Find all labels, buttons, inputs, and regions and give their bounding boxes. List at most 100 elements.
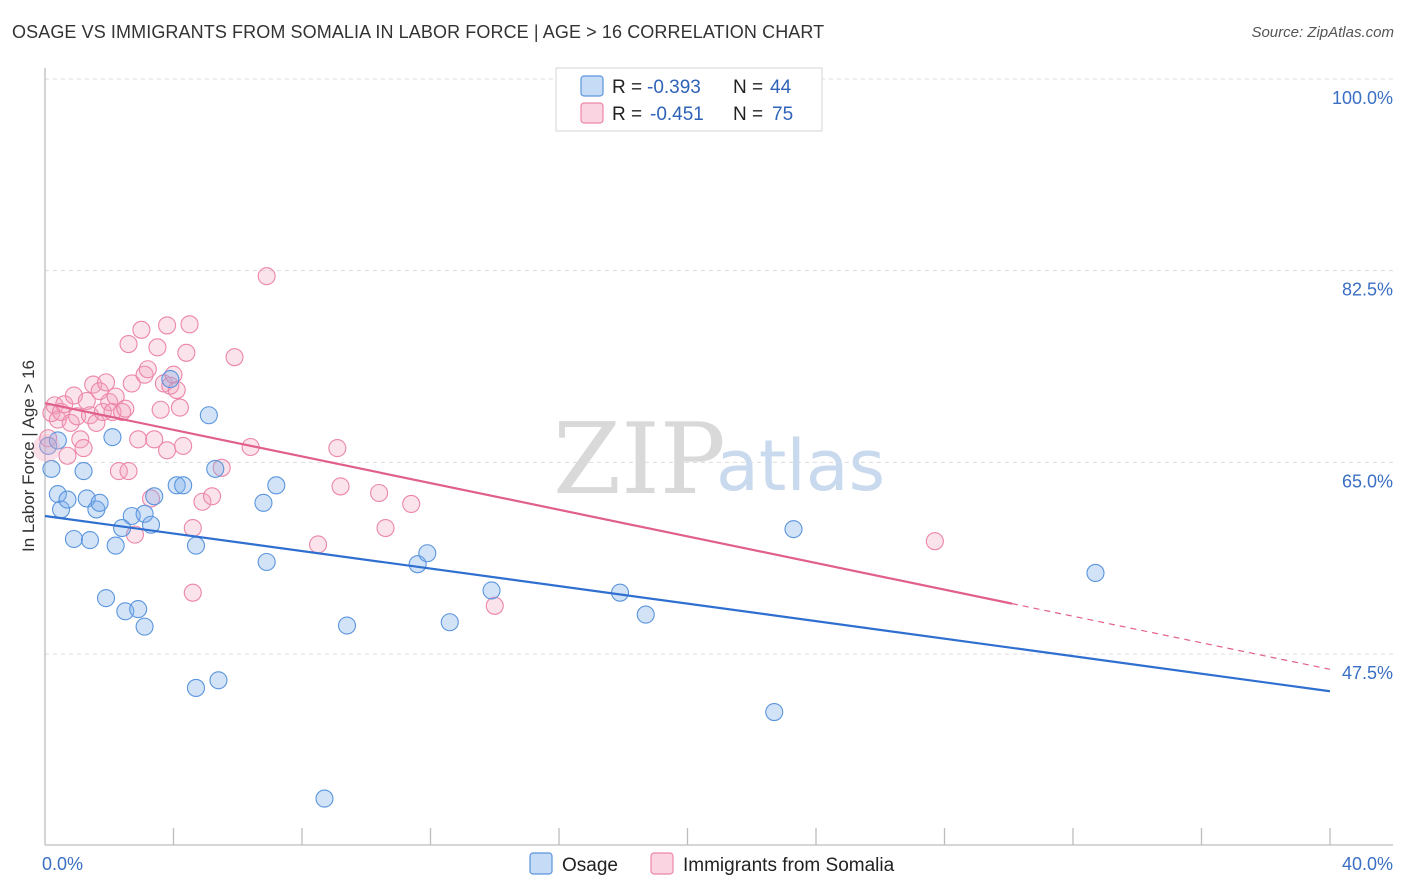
somalia-point-42 [167,380,186,400]
osage-point-20 [135,617,154,636]
osage-point-26 [186,536,206,555]
osage-point-38 [440,613,459,632]
somalia-point-25 [119,462,138,481]
osage-point-6 [64,529,83,549]
somalia-point-51 [212,458,231,477]
osage-point-35 [337,616,357,635]
somalia-point-57 [331,477,350,496]
trend-lines [44,402,1331,693]
somalia-point-6 [58,446,77,465]
osage-point-3 [48,485,67,504]
watermark-atlas: atlas [716,425,885,507]
somalia-point-62 [925,532,944,551]
somalia-point-30 [132,320,151,339]
osage-point-44 [1086,563,1105,583]
bottom-legend-swatch-somalia [650,852,674,875]
osage-trend-line [44,514,1331,693]
somalia-point-36 [151,400,170,419]
osage-point-13 [103,428,122,447]
somalia-point-11 [74,439,93,458]
osage-point-23 [161,370,180,389]
somalia-point-34 [145,430,164,449]
series-legend: Osage Immigrants from Somalia [529,852,895,876]
somalia-point-58 [370,483,389,503]
somalia-point-55 [309,535,328,554]
osage-point-9 [80,531,100,550]
y-tick-label-1: 82.5% [1342,280,1393,300]
y-axis-title: In Labor Force | Age > 16 [19,360,38,552]
data-points [32,267,1105,808]
osage-point-1 [42,459,61,478]
axes [44,68,1393,846]
somalia-trend-extension [1011,603,1331,670]
osage-point-28 [199,406,218,425]
somalia-point-49 [193,492,212,511]
osage-point-2 [48,431,67,450]
chart-title: OSAGE VS IMMIGRANTS FROM SOMALIA IN LABO… [12,22,825,42]
x-tick-label-1: 40.0% [1342,854,1393,874]
legend-n-label-osage: N = [733,77,763,98]
somalia-point-44 [174,436,193,455]
bottom-legend-swatch-osage [529,852,553,875]
osage-point-37 [418,544,437,563]
somalia-point-59 [376,518,395,538]
osage-point-18 [129,600,148,619]
somalia-trend-line [44,402,1013,605]
osage-point-34 [315,789,334,808]
somalia-point-45 [177,343,196,362]
somalia-point-56 [328,439,347,458]
osage-point-42 [765,702,784,722]
somalia-point-46 [180,315,199,334]
somalia-point-50 [203,487,222,506]
somalia-point-33 [141,489,161,508]
osage-point-32 [257,552,276,572]
somalia-point-38 [158,316,177,335]
somalia-point-60 [402,494,421,514]
osage-point-30 [209,671,228,690]
y-tick-label-0: 100.0% [1332,88,1393,108]
bottom-legend-osage: Osage [562,855,618,876]
osage-point-5 [58,490,77,509]
osage-point-25 [174,476,193,495]
osage-point-41 [636,605,655,624]
osage-point-43 [784,520,803,539]
watermark: ZIP atlas [553,403,885,517]
osage-point-19 [135,504,154,523]
somalia-point-9 [68,407,87,426]
somalia-point-43 [170,398,189,417]
bottom-legend-somalia: Immigrants from Somalia [683,855,895,876]
somalia-point-47 [183,518,202,538]
osage-point-7 [74,462,93,481]
source-label: Source: ZipAtlas.com [1251,24,1394,41]
somalia-point-35 [148,338,167,357]
somalia-point-61 [485,596,504,615]
legend-n-value-somalia: 75 [772,104,793,125]
legend-r-label-somalia: R = [612,104,642,125]
somalia-point-54 [257,267,276,286]
cluster-point [32,434,61,463]
watermark-zip: ZIP [553,403,726,517]
legend-n-label-somalia: N = [733,104,763,125]
y-tick-label-2: 65.0% [1342,471,1393,491]
osage-point-22 [145,487,164,506]
legend-swatch-osage [580,75,604,97]
x-tick-labels: 0.0% 40.0% [42,854,1393,874]
osage-point-11 [90,493,109,512]
osage-point-0 [39,436,58,455]
osage-point-12 [96,589,116,608]
osage-point-27 [186,678,206,698]
somalia-point-23 [113,402,132,422]
somalia-point-48 [183,583,202,602]
legend-r-label-osage: R = [612,77,642,98]
somalia-point-24 [116,399,135,418]
legend-box [555,67,823,132]
legend-swatch-somalia [580,102,604,124]
correlation-legend: R = -0.393 N = 44 R = -0.451 N = 75 [555,67,823,132]
somalia-point-22 [109,462,128,481]
somalia-point-52 [225,348,244,367]
legend-n-value-osage: 44 [770,77,792,98]
somalia-point-32 [138,360,157,379]
osage-point-39 [482,581,501,600]
somalia-point-18 [96,373,116,392]
